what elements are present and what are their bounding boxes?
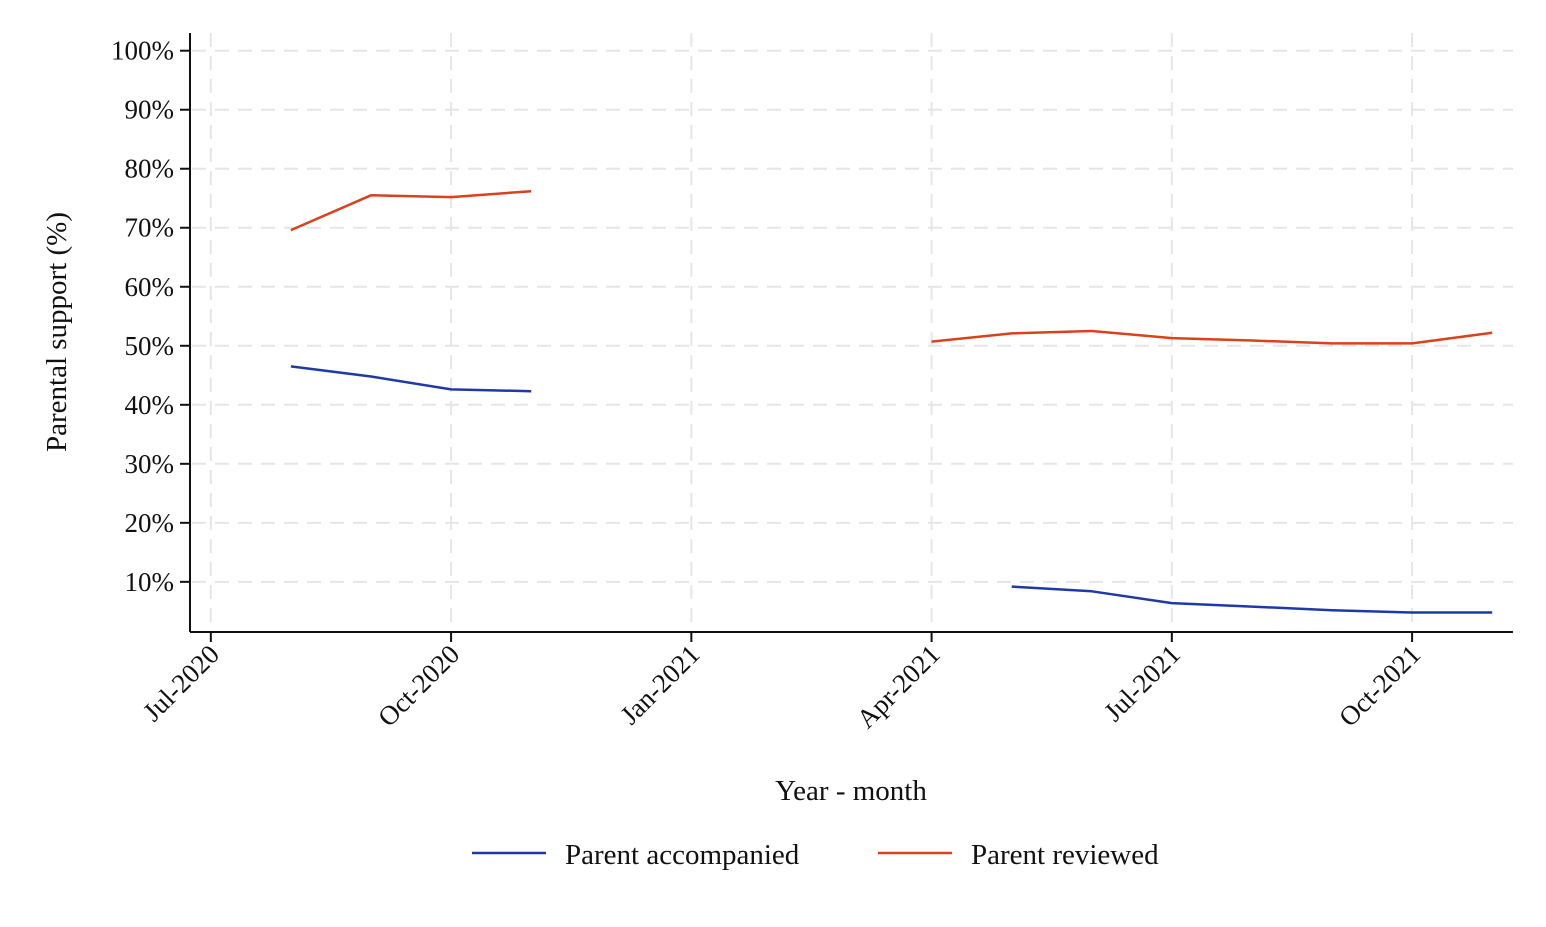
series-line-parent-accompanied-segment-2 bbox=[1011, 585, 1493, 614]
legend-label-parent-accompanied: Parent accompanied bbox=[565, 839, 800, 871]
x-tick-label: Jul-2020 bbox=[137, 639, 225, 727]
x-tick-label: Apr-2021 bbox=[851, 639, 946, 734]
y-tick-label: 10% bbox=[125, 567, 175, 597]
y-axis-ticks: 10% 20% 30% 40% 50% 60% 70% 80% 90% 100% bbox=[111, 36, 190, 597]
y-tick-label: 100% bbox=[111, 36, 174, 66]
y-axis-title: Parental support (%) bbox=[41, 212, 73, 452]
y-tick-label: 70% bbox=[125, 213, 175, 243]
y-tick-label: 80% bbox=[125, 154, 175, 184]
y-tick-label: 60% bbox=[125, 272, 175, 302]
series-line-parent-reviewed-segment-2 bbox=[931, 329, 1493, 345]
gridlines bbox=[192, 33, 1513, 630]
series-lines bbox=[290, 189, 1493, 614]
axes bbox=[189, 33, 1513, 633]
y-tick-label: 90% bbox=[125, 95, 175, 125]
y-tick-label: 30% bbox=[125, 449, 175, 479]
y-tick-label: 40% bbox=[125, 390, 175, 420]
x-tick-label: Jul-2021 bbox=[1098, 639, 1186, 727]
x-axis-title: Year - month bbox=[775, 775, 927, 807]
x-tick-label: Jan-2021 bbox=[614, 639, 705, 730]
x-tick-label: Oct-2021 bbox=[1333, 639, 1426, 732]
series-line-parent-reviewed-segment-1 bbox=[290, 189, 532, 232]
y-tick-label: 20% bbox=[125, 508, 175, 538]
y-tick-label: 50% bbox=[125, 331, 175, 361]
x-axis-ticks: Jul-2020 Oct-2020 Jan-2021 Apr-2021 Jul-2021… bbox=[137, 632, 1426, 734]
legend: Parent accompanied Parent reviewed bbox=[472, 839, 1159, 871]
x-tick-label: Oct-2020 bbox=[372, 639, 465, 732]
legend-label-parent-reviewed: Parent reviewed bbox=[971, 839, 1159, 871]
series-line-parent-accompanied-segment-1 bbox=[290, 365, 532, 393]
